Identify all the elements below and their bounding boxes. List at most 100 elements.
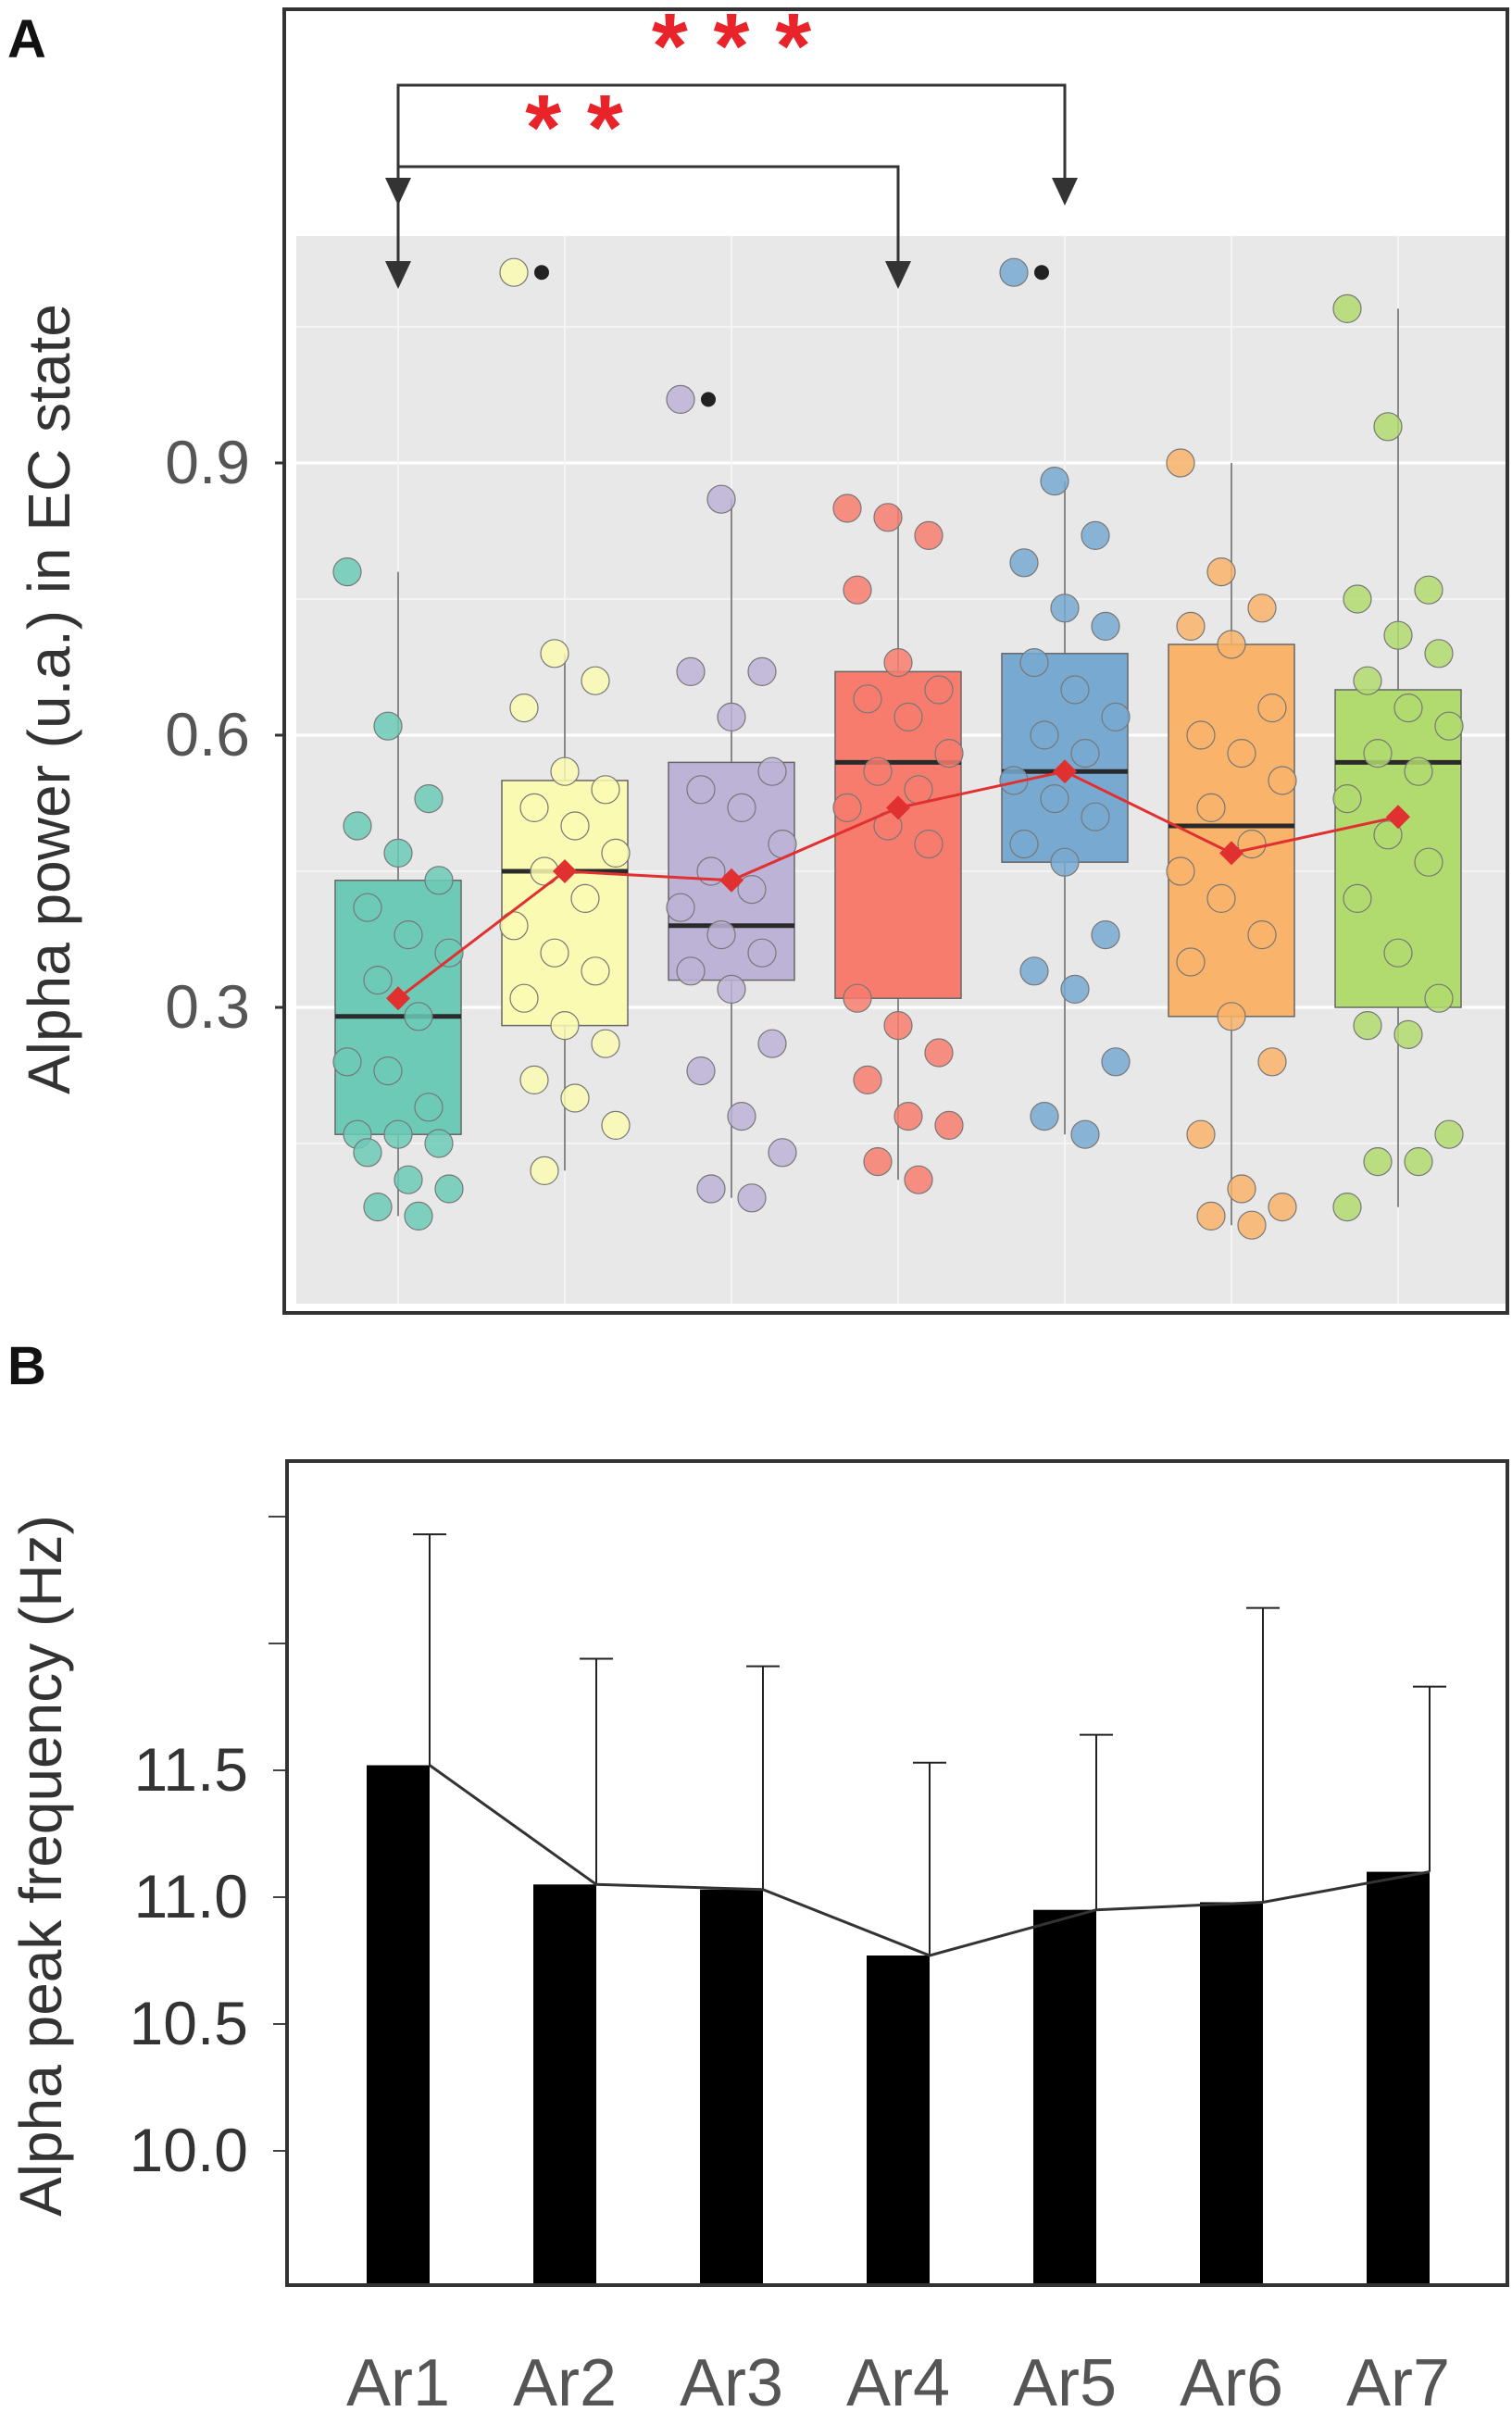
data-point [1268, 766, 1297, 795]
x-tick-label-Ar1: Ar1 [346, 2346, 450, 2420]
data-point [424, 866, 454, 895]
data-point [1393, 693, 1423, 723]
data-point [1217, 630, 1246, 659]
y-tick-label: 10.5 [130, 1989, 248, 2057]
significance-ar1-ar4-bracket [396, 165, 900, 263]
bar-Ar2 [533, 1884, 596, 2283]
y-tick-label: 0.6 [165, 700, 250, 768]
data-point [1196, 1201, 1226, 1231]
panel-b-y-ticks: 10.0 10.5 11.0 11.5 [130, 1735, 287, 2184]
data-point [686, 775, 716, 805]
panel-a-boxes [334, 265, 1462, 1226]
outlier-point [534, 265, 549, 281]
outlier-point [701, 392, 716, 407]
data-point [853, 684, 882, 714]
data-point [1424, 639, 1454, 668]
data-point [1030, 1101, 1059, 1131]
data-point [1070, 738, 1100, 768]
data-point [1247, 919, 1277, 950]
data-point [1343, 883, 1372, 914]
data-point [1009, 829, 1039, 859]
data-point [1030, 720, 1059, 750]
data-point [601, 838, 631, 868]
mean-marker [719, 868, 744, 893]
outlier-point [1034, 265, 1049, 281]
data-point [1404, 756, 1433, 786]
data-point [414, 1093, 444, 1122]
x-tick-label-Ar5: Ar5 [1013, 2346, 1117, 2420]
data-point [1081, 802, 1110, 831]
data-point [676, 956, 706, 986]
data-point [893, 702, 923, 732]
data-point [540, 639, 569, 668]
data-point [1091, 919, 1120, 950]
data-point [1247, 594, 1277, 623]
panel-b-gridlines [269, 1516, 287, 1644]
data-point [509, 693, 539, 723]
data-point [560, 811, 590, 841]
data-point [1332, 294, 1362, 323]
panel-a-mean-line [386, 759, 1410, 1011]
panel-a-frame [282, 7, 1509, 1315]
data-point [1050, 594, 1080, 623]
data-point [924, 675, 954, 705]
data-point [727, 793, 756, 823]
data-point [1206, 883, 1236, 914]
panel-a-points [332, 257, 1464, 1240]
data-point [1257, 693, 1287, 723]
data-point [757, 1029, 787, 1058]
x-tick-label-Ar2: Ar2 [513, 2346, 617, 2420]
y-tick-label: 10.0 [130, 2116, 248, 2184]
data-point [893, 1101, 923, 1131]
data-point [747, 656, 777, 687]
data-point [1434, 711, 1464, 741]
data-point [1101, 1047, 1131, 1077]
data-point [1166, 856, 1195, 886]
data-point [1101, 702, 1131, 732]
data-point [560, 1083, 590, 1113]
significance-ar1-ar5-label: * * * [652, 0, 811, 98]
data-point [706, 919, 736, 950]
data-point [1227, 1174, 1256, 1204]
data-point [353, 1138, 382, 1168]
y-tick-label: 11.0 [133, 1862, 248, 1930]
data-point [404, 1002, 433, 1031]
data-point [1019, 647, 1049, 678]
data-point [924, 1038, 954, 1068]
data-point [1383, 620, 1413, 650]
data-point [540, 938, 569, 968]
panel-b-y-axis-label: Alpha peak frequency (Hz) [7, 1515, 74, 2217]
mean-marker [1386, 805, 1410, 830]
data-point [570, 883, 600, 914]
data-point [1176, 611, 1206, 642]
x-tick-label-Ar4: Ar4 [846, 2346, 950, 2420]
mean-marker [1053, 759, 1077, 784]
data-point [394, 919, 423, 950]
data-point [914, 829, 943, 859]
panel-b-label: B [7, 1336, 46, 1396]
data-point [686, 1056, 716, 1086]
data-point [832, 494, 862, 523]
data-point [747, 938, 777, 968]
data-point [434, 1174, 464, 1204]
data-point [737, 1183, 767, 1213]
data-point [1257, 1047, 1287, 1077]
data-point [1176, 947, 1206, 977]
y-tick-label: 11.5 [133, 1735, 248, 1804]
data-point [519, 793, 549, 823]
bar-Ar6 [1200, 1902, 1263, 2283]
data-point [1332, 1192, 1362, 1222]
data-point [591, 775, 620, 805]
data-point [1070, 1119, 1100, 1149]
panel-b-trend-line [429, 1764, 1431, 1957]
data-point [383, 1119, 413, 1149]
data-point [601, 1110, 631, 1141]
data-point [1009, 548, 1039, 578]
data-point [1332, 783, 1362, 814]
bar-Ar7 [1367, 1871, 1430, 2283]
panel-a-y-ticks: 0.3 0.6 0.9 [165, 428, 284, 1041]
data-point [499, 257, 529, 287]
data-point [414, 783, 444, 814]
data-point [873, 503, 903, 532]
panel-a-significance: * * * * * [385, 0, 1078, 289]
